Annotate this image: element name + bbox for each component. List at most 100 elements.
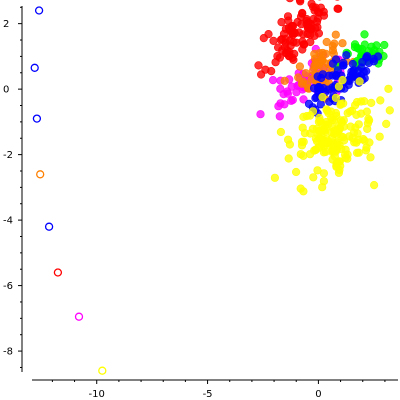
x-tick-label: 0: [315, 389, 321, 400]
scatter-point: [299, 151, 308, 160]
scatter-point: [274, 43, 283, 52]
scatter-point: [352, 110, 361, 119]
scatter-point: [321, 49, 331, 59]
scatter-point: [338, 39, 347, 48]
scatter-point: [376, 96, 385, 105]
y-tick-label: 0: [3, 85, 9, 96]
scatter-point: [328, 148, 337, 157]
scatter-point: [366, 153, 375, 162]
scatter-point: [344, 80, 353, 89]
scatter-point: [365, 138, 374, 147]
scatter-point: [354, 120, 363, 129]
scatter-point: [299, 95, 308, 104]
scatter-point: [280, 76, 289, 85]
scatter-point: [259, 33, 268, 43]
scatter-point: [276, 84, 285, 93]
scatter-point: [276, 127, 286, 137]
axes: 2 0 -2 -4 -6 -8 -10 -5 0: [3, 6, 398, 400]
hollow-point: [34, 6, 44, 15]
scatter-point: [283, 89, 293, 98]
scatter-point: [295, 0, 304, 4]
scatter-point: [283, 12, 293, 21]
scatter-point: [310, 61, 319, 70]
scatter-point: [298, 123, 307, 132]
scatter-point: [318, 183, 327, 192]
scatter-point: [313, 14, 323, 23]
scatter-point: [306, 129, 315, 138]
y-tick-label: -8: [3, 347, 13, 358]
scatter-point: [288, 53, 297, 62]
x-tick-label: -5: [203, 389, 213, 400]
hollow-point: [44, 222, 54, 231]
scatter-point: [299, 137, 308, 146]
scatter-point: [322, 37, 331, 47]
scatter-point: [363, 124, 372, 133]
scatter-point: [331, 93, 341, 102]
y-tick-label: -2: [3, 150, 13, 161]
scatter-point: [317, 118, 326, 127]
scatter-point: [333, 127, 343, 136]
hollow-point: [74, 312, 84, 321]
scatter-point: [331, 55, 341, 64]
scatter-point: [324, 71, 334, 80]
scatter-point: [342, 51, 351, 60]
scatter-point: [332, 72, 341, 81]
scatter-point: [295, 62, 305, 71]
scatter-point: [268, 75, 278, 85]
scatter-point: [336, 116, 346, 125]
scatter-point: [271, 58, 280, 67]
scatter-point: [311, 145, 320, 155]
scatter-point: [318, 92, 327, 102]
scatter-point: [353, 148, 362, 157]
scatter-point: [299, 40, 308, 49]
scatter-point: [380, 40, 389, 50]
scatter-point: [333, 138, 342, 147]
scatter-point: [275, 112, 284, 121]
scatter-point: [292, 88, 301, 97]
y-tick-label: -4: [3, 216, 13, 227]
scatter-point: [270, 173, 280, 182]
scatter-point: [301, 69, 310, 78]
scatter-point: [322, 138, 331, 148]
scatter-point: [276, 99, 285, 108]
scatter-point: [350, 138, 359, 147]
y-tick-label: 2: [3, 19, 9, 30]
scatter-point: [384, 84, 393, 93]
scatter-point: [382, 119, 391, 128]
scatter-point: [338, 75, 347, 85]
scatter-point: [360, 30, 369, 39]
scatter-point: [332, 159, 341, 168]
scatter-point: [328, 42, 337, 51]
scatter-point: [336, 99, 346, 108]
scatter-point: [298, 9, 307, 18]
scatter-point: [367, 98, 376, 107]
scatter-point: [309, 173, 318, 182]
scatter-point: [286, 0, 294, 3]
scatter-point: [346, 107, 355, 116]
scatter-point: [303, 23, 313, 32]
scatter-point: [294, 28, 304, 37]
scatter-point: [364, 114, 373, 123]
scatter-point: [339, 61, 348, 70]
scatter-point: [362, 66, 371, 76]
scatter-point: [331, 30, 340, 39]
scatter-point: [289, 21, 298, 31]
scatter-point: [313, 166, 322, 175]
scatter-point: [357, 97, 366, 106]
scatter-point: [317, 73, 326, 83]
scatter-point: [358, 57, 367, 67]
scatter-point: [299, 112, 308, 121]
scatter-point: [385, 106, 394, 115]
clusters-layer: [254, 0, 394, 196]
scatter-point: [287, 96, 296, 105]
hollow-point: [53, 268, 63, 277]
scatter-point: [319, 83, 328, 93]
scatter-point: [308, 107, 318, 116]
scatter-point: [269, 36, 278, 46]
scatter-point: [284, 154, 293, 163]
y-tick-label: -6: [3, 281, 13, 292]
cluster-5: [270, 75, 394, 196]
scatter-point: [292, 167, 301, 177]
scatter-point: [279, 29, 289, 39]
